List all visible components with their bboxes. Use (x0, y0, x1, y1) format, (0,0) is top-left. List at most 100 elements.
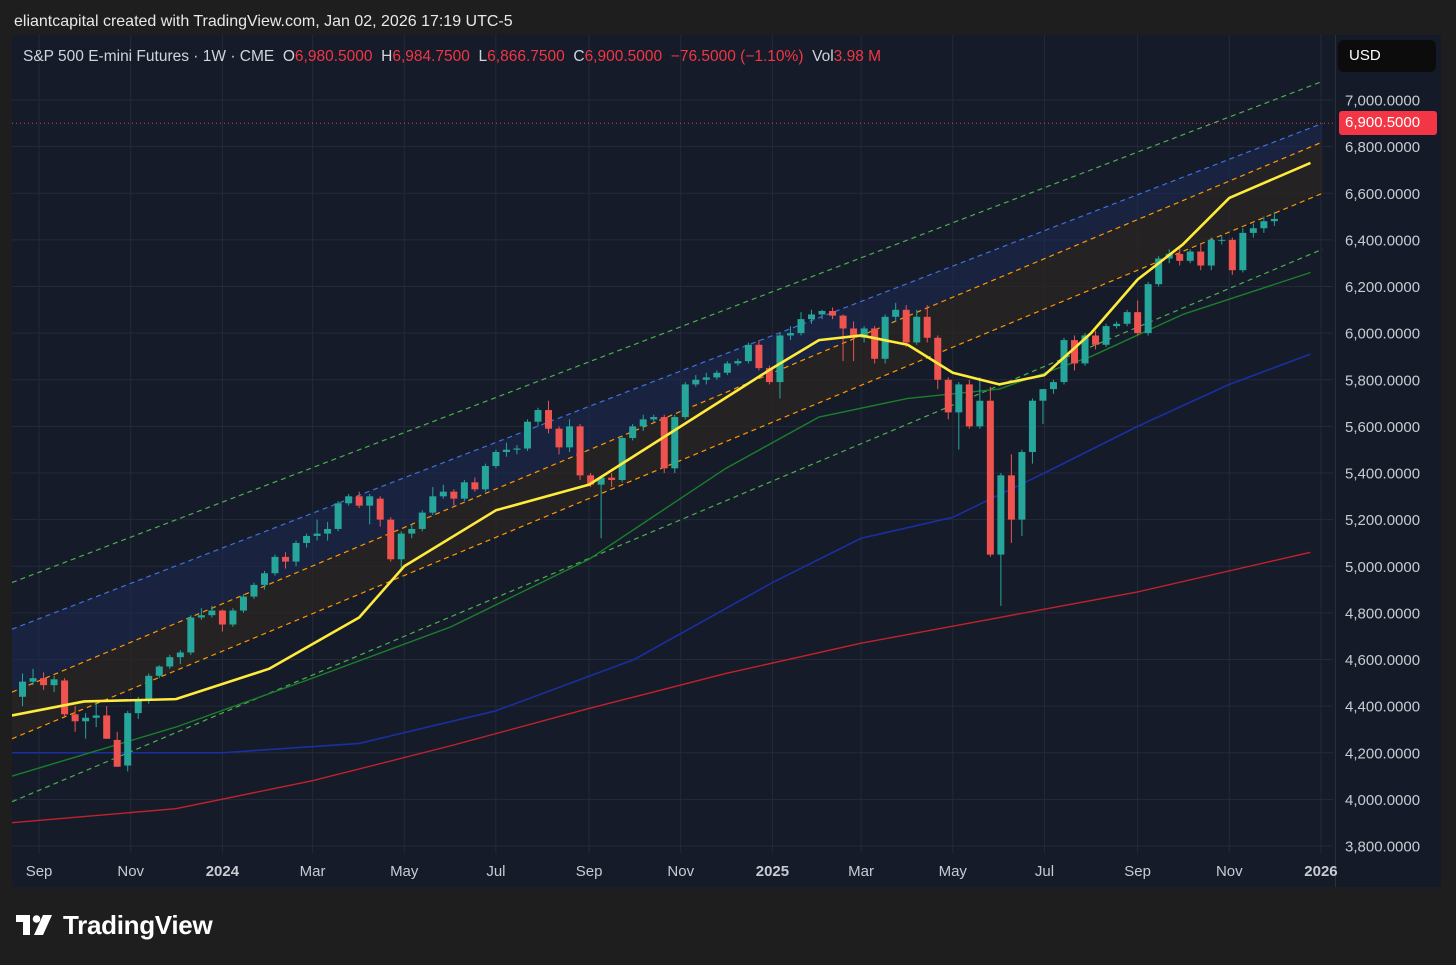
candle-up (313, 533, 321, 536)
candle-up (1039, 389, 1047, 401)
candle-up (860, 328, 868, 338)
y-tick-label: 4,600.0000 (1345, 652, 1420, 669)
candle-up (345, 496, 353, 504)
candle-up (955, 384, 963, 413)
x-tick-label: Nov (667, 863, 694, 880)
candle-up (408, 528, 416, 534)
symbol-name[interactable]: S&P 500 E-mini Futures · 1W · CME (23, 48, 275, 65)
price-axis[interactable] (1335, 35, 1441, 887)
y-tick-label: 4,000.0000 (1345, 792, 1420, 809)
candle-up (997, 475, 1005, 555)
candle-down (387, 519, 395, 560)
change-value: −76.5000 (−1.10%) (670, 48, 804, 65)
candle-up (1081, 335, 1089, 364)
y-tick-label: 5,200.0000 (1345, 512, 1420, 529)
tradingview-logo[interactable]: TradingView (16, 910, 213, 941)
y-tick-label: 6,600.0000 (1345, 186, 1420, 203)
candle-up (1207, 239, 1215, 266)
candle-down (376, 498, 384, 520)
candle-up (671, 417, 679, 469)
candle-up (913, 316, 921, 343)
candle-down (1007, 475, 1015, 520)
candle-up (366, 496, 374, 506)
candle-down (450, 491, 458, 499)
candle-down (555, 428, 563, 448)
candle-down (103, 715, 111, 739)
candle-up (808, 314, 816, 320)
candle-up (797, 319, 805, 334)
channel-outer-lower-line (12, 248, 1323, 803)
candle-up (881, 316, 889, 359)
x-tick-label: May (390, 863, 419, 880)
high-value: 6,984.7500 (392, 48, 470, 65)
y-tick-label: 6,000.0000 (1345, 326, 1420, 343)
x-tick-label: Sep (26, 863, 53, 880)
close-label: C (573, 48, 585, 65)
candle-up (481, 466, 489, 490)
x-tick-label: May (939, 863, 968, 880)
candle-down (40, 678, 48, 686)
x-tick-label: Nov (117, 863, 144, 880)
candle-up (124, 713, 132, 766)
y-tick-label: 5,800.0000 (1345, 372, 1420, 389)
open-value: 6,980.5000 (294, 48, 373, 65)
candle-down (923, 316, 931, 338)
candle-up (429, 496, 437, 513)
y-tick-label: 6,800.0000 (1345, 139, 1420, 156)
candle-down (1197, 251, 1205, 266)
y-tick-label: 5,000.0000 (1345, 559, 1420, 576)
y-tick-label: 5,600.0000 (1345, 419, 1420, 436)
tradingview-logo-icon (16, 914, 52, 935)
candle-up (629, 426, 637, 439)
candle-up (1113, 323, 1121, 327)
candle-up (523, 421, 531, 449)
candle-up (1028, 400, 1036, 453)
candle-up (271, 556, 279, 574)
candle-up (303, 535, 311, 543)
channel-mid-lower-line (12, 192, 1323, 740)
currency-button[interactable]: USD (1338, 40, 1436, 72)
x-tick-label: Jul (486, 863, 505, 880)
candle-down (218, 610, 226, 625)
candle-up (166, 657, 174, 667)
candle-down (1071, 340, 1079, 364)
candle-down (1134, 312, 1142, 334)
candle-up (1270, 218, 1278, 222)
candle-down (871, 328, 879, 359)
candle-up (502, 449, 510, 453)
candle-down (839, 315, 847, 329)
candle-up (1060, 340, 1068, 383)
candle-down (71, 714, 79, 722)
candle-up (534, 410, 542, 422)
candle-down (587, 475, 595, 485)
x-tick-label: 2026 (1304, 863, 1337, 880)
candle-up (776, 335, 784, 383)
candle-up (197, 615, 205, 618)
candle-up (208, 610, 216, 616)
last-price-tag: 6,900.5000 (1339, 111, 1437, 136)
candle-down (545, 410, 553, 429)
candle-down (850, 328, 858, 338)
candle-up (250, 584, 258, 597)
chart-credit: eliantcapital created with TradingView.c… (14, 13, 513, 30)
candle-down (61, 680, 69, 715)
candle-up (892, 309, 900, 317)
brand-name: TradingView (63, 910, 213, 940)
volume-value: 3.98 M (833, 48, 882, 65)
y-tick-label: 7,000.0000 (1345, 93, 1420, 110)
candle-down (829, 310, 837, 316)
candle-up (702, 377, 710, 380)
candle-up (29, 678, 37, 682)
candle-down (282, 556, 290, 562)
ma-red-line (12, 551, 1311, 824)
candle-up (639, 419, 647, 427)
candle-up (786, 333, 794, 336)
low-label: L (478, 48, 488, 65)
candle-down (755, 344, 763, 369)
candle-up (418, 512, 426, 529)
candle-up (597, 477, 605, 485)
candle-up (513, 448, 521, 450)
x-tick-label: Jul (1035, 863, 1054, 880)
candle-up (92, 715, 100, 718)
